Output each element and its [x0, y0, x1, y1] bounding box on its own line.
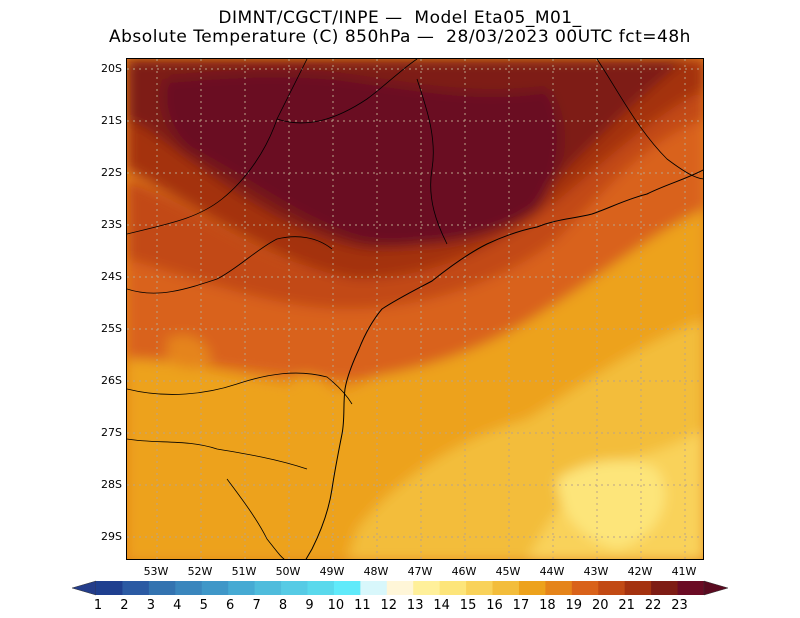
state-borders [127, 59, 703, 559]
colorbar-swatch [254, 581, 282, 595]
colorbar-swatch [333, 581, 361, 595]
colorbar-tick-label: 23 [671, 598, 688, 613]
colorbar-tick-label: 18 [539, 598, 556, 613]
colorbar-tick-label: 16 [486, 598, 503, 613]
field-23c-core [163, 73, 561, 245]
colorbar-high-arrow [703, 580, 728, 596]
lat-label-28s: 28S [101, 478, 122, 491]
colorbar-swatch [677, 581, 705, 595]
colorbar-tick-label: 15 [459, 598, 477, 613]
colorbar-tick-label: 22 [644, 598, 662, 613]
colorbar-swatch [386, 581, 414, 595]
lon-label-47w: 47W [407, 565, 433, 578]
colorbar-swatch [651, 581, 679, 595]
colorbar-swatch [466, 581, 494, 595]
colorbar-tick-label: 1 [93, 598, 103, 613]
field-19c-band [127, 109, 703, 379]
chart-title-line-2: Absolute Temperature (C) 850hPa — 28/03/… [109, 27, 691, 47]
colorbar-tick-label: 17 [512, 598, 530, 613]
colorbar-swatch [545, 581, 573, 595]
colorbar-tick-label: 8 [278, 598, 288, 613]
lon-label-43w: 43W [583, 565, 609, 578]
colorbar-swatch [624, 581, 652, 595]
lon-label-41w: 41W [671, 565, 697, 578]
temperature-map [126, 58, 704, 560]
colorbar-swatch [201, 581, 229, 595]
colorbar-swatch [413, 581, 441, 595]
colorbar-swatch [228, 581, 256, 595]
colorbar-swatch [122, 581, 150, 595]
colorbar-swatch [439, 581, 467, 595]
colorbar-swatch [281, 581, 308, 595]
lon-label-44w: 44W [539, 565, 565, 578]
colorbar-tick-label: 11 [354, 598, 371, 613]
lat-label-23s: 23S [101, 218, 122, 231]
lon-label-42w: 42W [627, 565, 653, 578]
colorbar-tick-label: 12 [380, 598, 398, 613]
colorbar-tick-label: 7 [252, 598, 261, 613]
lon-label-48w: 48W [363, 565, 389, 578]
colorbar-tick-label: 9 [305, 598, 314, 613]
lat-label-24s: 24S [101, 270, 122, 283]
lon-label-53w: 53W [143, 565, 169, 578]
colorbar-swatch [360, 581, 388, 595]
lat-label-20s: 20S [101, 62, 122, 75]
lon-label-51w: 51W [231, 565, 257, 578]
colorbar-tick-label: 3 [146, 598, 155, 613]
colorbar-tick-label: 21 [618, 598, 635, 613]
colorbar-swatch [598, 581, 626, 595]
lon-label-45w: 45W [495, 565, 521, 578]
colorbar-swatch [518, 581, 546, 595]
lat-label-22s: 22S [101, 166, 122, 179]
lat-label-21s: 21S [101, 114, 122, 127]
field-pocket-2 [292, 375, 337, 411]
lon-label-52w: 52W [187, 565, 213, 578]
lat-label-25s: 25S [101, 322, 122, 335]
colorbar-tick-label: 10 [327, 598, 345, 613]
grid-lines [127, 59, 703, 559]
colorbar-tick-label: 13 [406, 598, 424, 613]
colorbar-swatch [307, 581, 335, 595]
lat-label-26s: 26S [101, 374, 122, 387]
lon-label-50w: 50W [275, 565, 301, 578]
coastline [305, 169, 703, 559]
field-20c-band [127, 60, 703, 309]
colorbar-swatch [175, 581, 203, 595]
colorbar-tick-label: 20 [591, 598, 609, 613]
lat-label-27s: 27S [101, 426, 122, 439]
lon-label-46w: 46W [451, 565, 477, 578]
colorbar-tick-label: 19 [565, 598, 583, 613]
colorbar-tick-label: 6 [226, 598, 235, 613]
lon-label-49w: 49W [319, 565, 345, 578]
colorbar [72, 580, 728, 596]
colorbar-tick-label: 2 [120, 598, 129, 613]
chart-title-line-1: DIMNT/CGCT/INPE — Model Eta05_M01_ [218, 8, 582, 28]
colorbar-tick-label: 5 [199, 598, 208, 613]
colorbar-swatch [96, 581, 123, 595]
colorbar-swatch [571, 581, 599, 595]
map-canvas [127, 59, 703, 559]
lat-label-29s: 29S [101, 530, 122, 543]
colorbar-low-arrow [72, 580, 97, 596]
colorbar-swatch [492, 581, 520, 595]
colorbar-tick-label: 14 [433, 598, 450, 613]
colorbar-tick-label: 4 [173, 598, 182, 613]
colorbar-swatch [148, 581, 176, 595]
field-14c [557, 460, 665, 549]
